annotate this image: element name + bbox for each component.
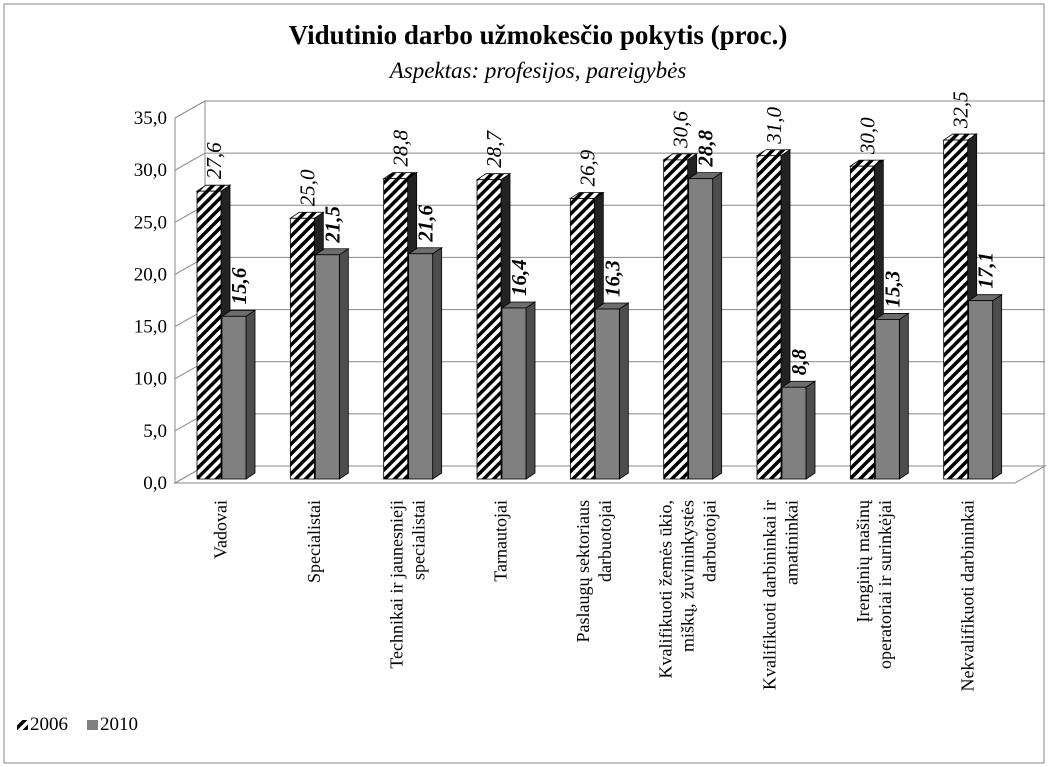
y-tick-label: 35,0 (134, 108, 167, 129)
bar-side (432, 246, 443, 480)
x-tick-label: darbuotojai (699, 500, 719, 582)
x-tick-label: Technikai ir jaunesnieji (386, 500, 406, 669)
grid-line (174, 100, 1045, 119)
y-tick-label: 30,0 (134, 160, 167, 181)
value-label: 21,5 (320, 206, 344, 244)
bar-side (898, 312, 909, 480)
value-label: 27,6 (202, 142, 226, 179)
bar-front (943, 139, 969, 480)
value-label: 16,3 (600, 260, 624, 297)
bar (780, 380, 817, 480)
x-tick-label: Paslaugų sektoriaus (573, 500, 593, 642)
y-tick-label: 15,0 (134, 317, 167, 338)
bar-front (221, 315, 247, 480)
value-label: 28,8 (694, 129, 718, 167)
x-tick-label: operatoriai ir surinkėjai (875, 500, 895, 669)
bar-front (756, 155, 782, 480)
bar-side (338, 248, 349, 480)
bar-front (849, 165, 875, 480)
bar (314, 248, 350, 480)
value-label: 15,3 (880, 271, 904, 308)
bar-front (501, 307, 527, 480)
bar-front (289, 217, 315, 480)
bar-front (594, 308, 620, 480)
bar-front (476, 179, 502, 480)
bar (500, 301, 537, 480)
x-tick-label: Įrenginių mašinų (853, 499, 873, 622)
value-label: 21,6 (414, 204, 438, 242)
value-label: 31,0 (762, 106, 786, 144)
x-tick-label: darbuotojai (595, 500, 615, 582)
x-tick-label: specialistai (408, 500, 428, 580)
legend-label: 2010 (100, 714, 138, 735)
legend-label: 2006 (30, 714, 68, 735)
bar (967, 293, 1003, 480)
x-tick-label: miškų, žuvininkystės (677, 500, 697, 652)
bar-side (618, 302, 629, 480)
y-tick-label: 10,0 (134, 369, 167, 390)
bar-front (383, 178, 409, 480)
x-tick-label: amatininkai (782, 500, 802, 585)
bar (687, 171, 723, 480)
bar-front (781, 386, 807, 480)
legend-swatch (87, 720, 98, 730)
legend-swatch (17, 720, 28, 730)
value-label: 25,0 (295, 169, 319, 206)
bar (407, 246, 443, 480)
chart-title: Vidutinio darbo užmokesčio pokytis (proc… (289, 20, 788, 50)
chart-subtitle: Aspektas: profesijos, pareigybės (388, 58, 687, 83)
value-label: 26,9 (575, 149, 599, 186)
value-label: 28,7 (482, 129, 506, 167)
bar (594, 302, 630, 480)
bar-front (408, 253, 434, 480)
value-label: 28,8 (389, 129, 413, 166)
y-tick-label: 0,0 (143, 473, 167, 494)
value-label: 32,5 (949, 91, 973, 129)
bar (874, 312, 910, 480)
value-label: 15,6 (227, 267, 251, 304)
bar-front (569, 198, 595, 480)
value-label: 30,6 (669, 111, 693, 149)
bar-side (712, 171, 723, 480)
bar-side (245, 309, 256, 480)
bar-front (314, 254, 340, 480)
x-tick-label: Nekvalifikuoti darbininkai (957, 500, 977, 691)
x-tick-label: Specialistai (304, 500, 324, 583)
bar-front (196, 190, 222, 480)
y-tick-label: 25,0 (134, 212, 167, 233)
bar-front (688, 178, 714, 480)
bar (220, 309, 257, 480)
x-tick-label: Tarnautojai (491, 500, 511, 582)
bar-side (525, 301, 536, 480)
value-label: 17,1 (974, 252, 998, 289)
value-label: 30,0 (855, 117, 879, 155)
value-label: 8,8 (787, 348, 811, 375)
bar-front (663, 159, 689, 480)
y-tick-label: 20,0 (134, 264, 167, 285)
value-label: 16,4 (507, 259, 531, 296)
y-tick-label: 5,0 (143, 421, 167, 442)
bar-side (805, 380, 816, 480)
x-tick-label: Kvalifikuoti darbininkai ir (760, 500, 780, 690)
bar-front (968, 300, 994, 480)
x-tick-label: Kvalifikuoti žemės ūkio, (655, 500, 675, 678)
x-tick-label: Vadovai (211, 500, 231, 559)
bar-front (874, 319, 900, 480)
bar-side (992, 293, 1003, 480)
